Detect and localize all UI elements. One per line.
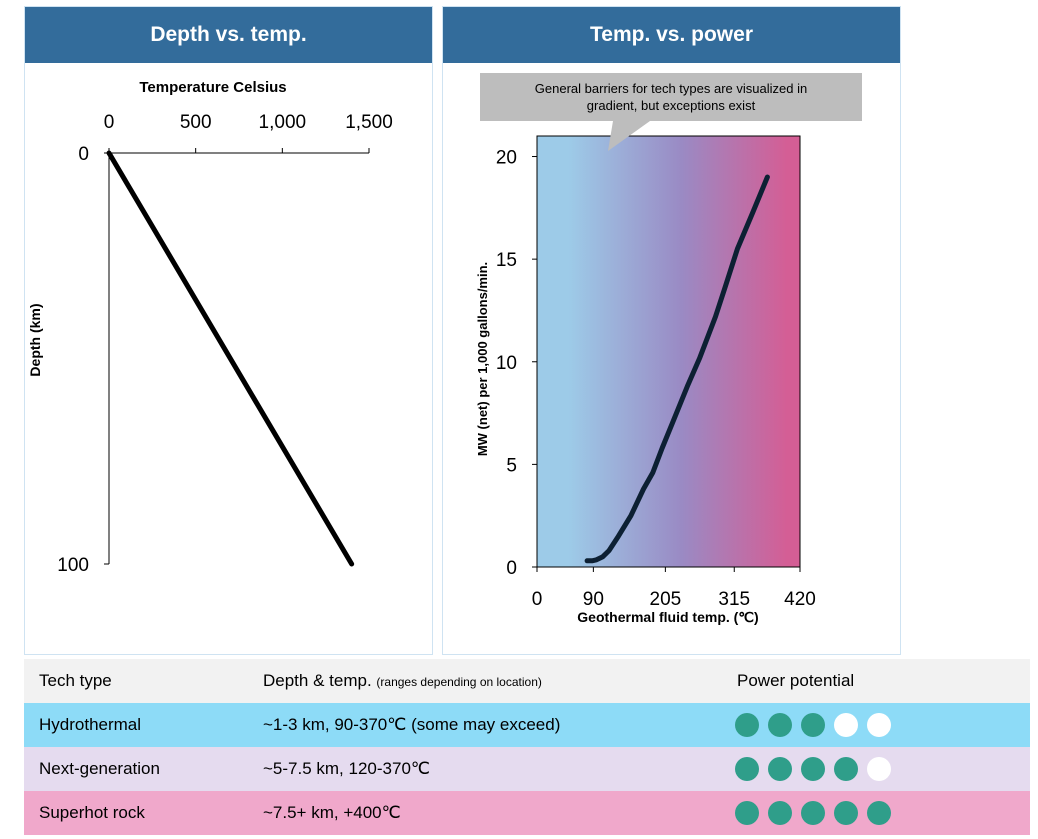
table-row: Hydrothermal ~1-3 km, 90-370℃ (some may e… — [24, 703, 1030, 747]
x-tick-label: 1,500 — [345, 112, 393, 133]
power-dot-filled — [801, 757, 825, 781]
y-tick-label: 100 — [57, 555, 89, 576]
y-tick-label: 0 — [78, 144, 89, 165]
x-tick-label: 0 — [532, 589, 543, 610]
temp-power-series-line — [584, 174, 770, 564]
power-dot-filled — [768, 757, 792, 781]
x-tick-label: 90 — [583, 589, 604, 610]
table-row: Superhot rock ~7.5+ km, +400℃ — [24, 791, 1030, 835]
table-row: Next-generation ~5-7.5 km, 120-370℃ — [24, 747, 1030, 791]
x-tick-label: 205 — [650, 589, 682, 610]
tech-type-table: Tech type Depth & temp. (ranges dependin… — [24, 659, 1030, 835]
depth-vs-temp-panel: Depth vs. temp. Temperature Celsius Dept… — [24, 6, 433, 655]
power-dot-filled — [735, 757, 759, 781]
depth-temp-series-line — [106, 150, 355, 567]
power-dot-filled — [768, 713, 792, 737]
temp-vs-power-title: Temp. vs. power — [443, 7, 900, 63]
depth-vs-temp-title: Depth vs. temp. — [25, 7, 432, 63]
table-header-row: Tech type Depth & temp. (ranges dependin… — [24, 659, 1030, 703]
power-dot-filled — [867, 801, 891, 825]
power-potential-rating — [735, 757, 891, 781]
x-tick-label: 315 — [718, 589, 750, 610]
power-potential-rating — [735, 713, 891, 737]
x-axis-title: Geothermal fluid temp. (℃) — [577, 609, 758, 625]
y-tick-label: 10 — [496, 353, 517, 374]
depth-temp-cell: ~1-3 km, 90-370℃ (some may exceed) — [263, 715, 561, 734]
y-axis-title: MW (net) per 1,000 gallons/min. — [475, 262, 490, 456]
power-dot-filled — [768, 801, 792, 825]
y-tick-label: 15 — [496, 250, 517, 271]
y-tick-label: 20 — [496, 148, 517, 169]
header-power-potential: Power potential — [737, 671, 855, 690]
y-tick-label: 5 — [506, 455, 517, 476]
power-dot-filled — [735, 801, 759, 825]
y-tick-label: 0 — [506, 558, 517, 579]
power-dot-empty — [867, 757, 891, 781]
depth-vs-temp-chart: Temperature Celsius Depth (km) 0 500 1,000… — [27, 79, 393, 576]
annotation-text: General barriers for tech types are visu… — [535, 81, 807, 113]
annotation-callout: General barriers for tech types are visu… — [480, 73, 862, 151]
power-dot-filled — [834, 801, 858, 825]
x-tick-label: 500 — [180, 112, 212, 133]
header-depth-temp: Depth & temp. (ranges depending on locat… — [263, 659, 542, 703]
power-dot-filled — [735, 713, 759, 737]
tech-type-cell: Next-generation — [39, 759, 160, 778]
power-dot-empty — [834, 713, 858, 737]
power-potential-rating — [735, 801, 891, 825]
header-depth-temp-note: (ranges depending on location) — [376, 675, 542, 689]
x-tick-label: 1,000 — [259, 112, 307, 133]
power-dot-filled — [834, 757, 858, 781]
power-dot-filled — [801, 801, 825, 825]
temp-vs-power-chart: General barriers for tech types are visu… — [475, 73, 862, 625]
temp-vs-power-panel: Temp. vs. power General barriers for tec… — [442, 6, 901, 655]
header-depth-temp-label: Depth & temp. — [263, 671, 372, 690]
x-tick-label: 0 — [104, 112, 115, 133]
x-tick-label: 420 — [784, 589, 816, 610]
x-axis-title: Temperature Celsius — [139, 79, 286, 96]
depth-temp-cell: ~7.5+ km, +400℃ — [263, 803, 401, 822]
power-dot-empty — [867, 713, 891, 737]
header-tech-type: Tech type — [39, 671, 112, 690]
depth-temp-cell: ~5-7.5 km, 120-370℃ — [263, 759, 430, 778]
tech-type-cell: Superhot rock — [39, 803, 145, 822]
y-axis-title: Depth (km) — [27, 303, 43, 376]
plot-area-gradient — [536, 135, 801, 568]
tech-type-cell: Hydrothermal — [39, 715, 142, 734]
power-dot-filled — [801, 713, 825, 737]
